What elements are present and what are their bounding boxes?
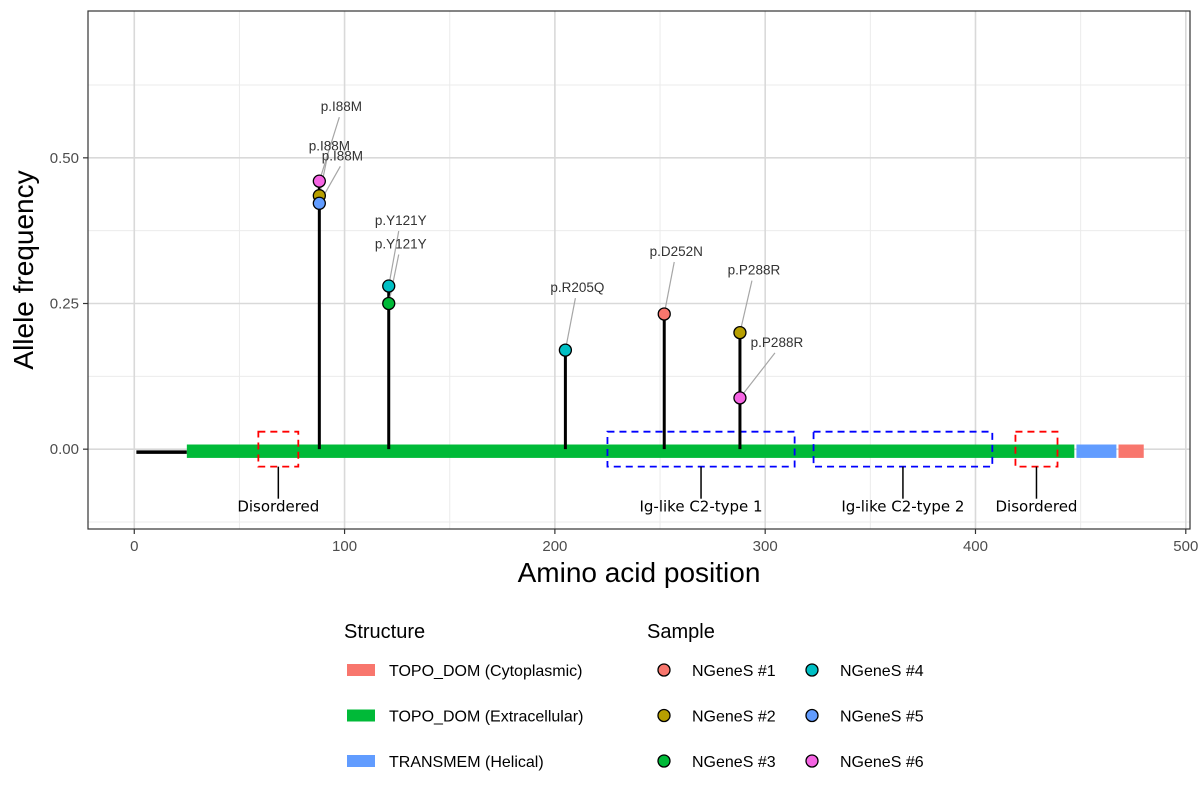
mutation-point [657,307,671,321]
legend-structure-swatch [347,664,375,676]
legend-sample-swatch [805,754,819,768]
mutation-label: p.I88M [309,139,350,154]
x-axis-title: Amino acid position [518,557,761,588]
y-axis-title: Allele frequency [8,170,39,369]
legend-sample-swatch [657,708,671,723]
legend-structure-label: TRANSMEM (Helical) [389,754,544,771]
mutation-label: p.Y121Y [375,237,427,252]
legend-sample-swatch [657,754,671,768]
mutation-point [733,391,747,405]
legend-structure-label: TOPO_DOM (Extracellular) [389,709,583,726]
mutation-label: p.I88M [321,99,362,114]
mutation-label-connector [739,352,776,399]
legend-sample-swatch [657,663,671,677]
legend-sample-title: Sample [647,621,715,643]
y-tick-label: 0.25 [50,296,79,313]
mutation-point [733,325,747,340]
legend-sample-label: NGeneS #1 [692,663,776,680]
region-label: Ig-like C2-type 2 [841,498,964,516]
structure-segment [1076,444,1117,458]
region-label: Disordered [996,498,1078,516]
legend-sample-label: NGeneS #6 [840,754,924,771]
mutation-label-connector [388,230,400,287]
legend-sample-swatch [805,663,819,677]
mutation-point [382,296,396,311]
legend-sample-label: NGeneS #3 [692,754,776,771]
mutation-point [312,196,326,210]
region-box [257,430,300,468]
y-tick-label: 0.00 [50,441,79,458]
y-tick-label: 0.50 [50,150,79,167]
mutation-label-connector [739,280,753,333]
mutation-point [382,279,396,293]
region-label: Disordered [237,498,319,516]
legend-sample-label: NGeneS #4 [840,663,924,680]
legend-structure-swatch [347,709,375,722]
legend-sample-label: NGeneS #2 [692,709,776,726]
plot-panel [88,11,1190,529]
mutation-label-connector [318,116,340,182]
mutation-label: p.P288R [751,335,804,350]
mutation-label: p.R205Q [550,280,604,295]
mutation-label-connector [388,254,400,304]
legend-sample-label: NGeneS #5 [840,709,924,726]
x-tick-label: 500 [1173,538,1198,555]
mutation-point [558,343,573,357]
mutation-label: p.D252N [650,244,703,259]
mutation-label: p.Y121Y [375,213,427,228]
legend-structure-swatch [347,755,375,767]
x-tick-label: 300 [753,538,778,555]
x-tick-label: 400 [963,538,988,555]
mutation-label: p.I88M [322,148,363,163]
structure-segment [1118,444,1144,458]
legend-structure-title: Structure [344,621,425,643]
structure-segment [186,444,1075,458]
legend-structure-label: TOPO_DOM (Cytoplasmic) [389,663,583,680]
x-tick-label: 200 [542,538,567,555]
x-tick-label: 100 [332,538,357,555]
mutation-label-connector [564,298,576,351]
mutation-point [312,174,326,188]
legend-sample-swatch [805,708,819,723]
mutation-label-connector [663,261,675,315]
panel-border [87,10,1191,530]
region-label: Ig-like C2-type 1 [639,498,762,516]
mutation-label: p.P288R [728,263,781,278]
x-tick-label: 0 [130,538,138,555]
